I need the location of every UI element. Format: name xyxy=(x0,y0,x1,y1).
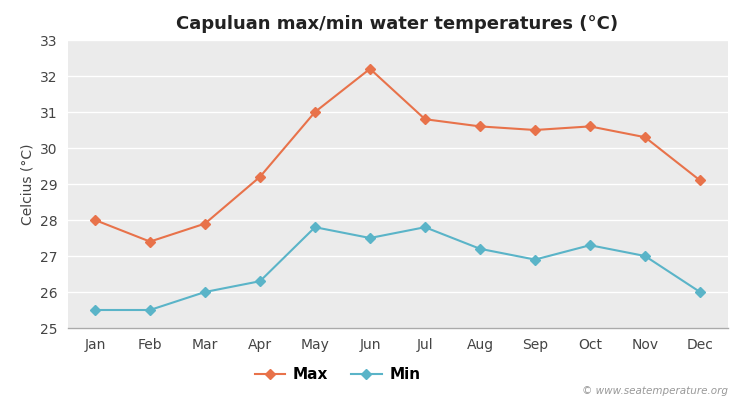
Y-axis label: Celcius (°C): Celcius (°C) xyxy=(20,143,34,225)
Text: © www.seatemperature.org: © www.seatemperature.org xyxy=(581,386,728,396)
Legend: Max, Min: Max, Min xyxy=(248,361,427,388)
Title: Capuluan max/min water temperatures (°C): Capuluan max/min water temperatures (°C) xyxy=(176,15,619,33)
